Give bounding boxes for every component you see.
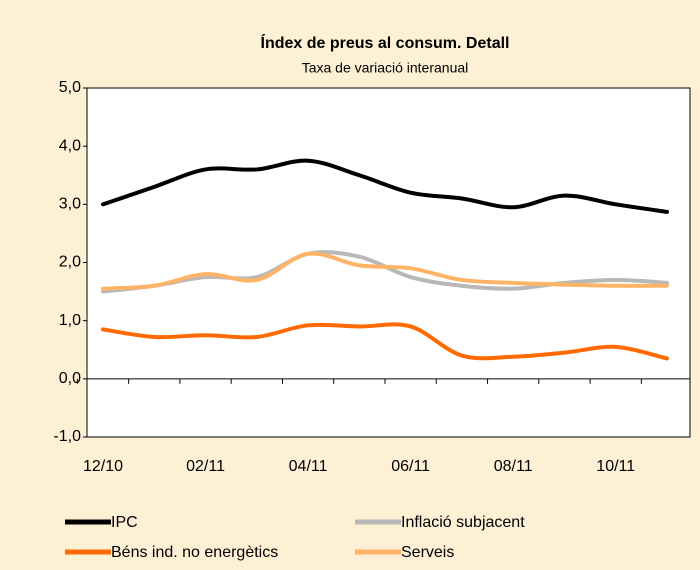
legend-label: Serveis (401, 544, 454, 561)
y-tick-label: 1,0 (59, 312, 81, 329)
x-tick-label: 10/11 (596, 458, 635, 475)
y-tick-label: 0,0 (59, 370, 81, 387)
y-tick-label: 5,0 (59, 79, 81, 96)
y-tick-label: 4,0 (59, 137, 81, 154)
series-line (101, 251, 669, 291)
x-tick-label: 12/10 (83, 458, 123, 475)
plot-area (86, 87, 691, 438)
legend-label: Inflació subjacent (401, 514, 525, 531)
series-line (101, 322, 669, 361)
y-tick-label: -1,0 (53, 428, 81, 445)
y-tick-label: 3,0 (59, 196, 81, 213)
legend-label: Béns ind. no energètics (111, 544, 278, 561)
legend-label: IPC (111, 514, 138, 531)
x-tick-label: 02/11 (186, 458, 225, 475)
chart-title: Índex de preus al consum. Detall (261, 33, 510, 52)
chart-subtitle: Taxa de variació interanual (302, 60, 469, 76)
y-tick-label: 2,0 (59, 254, 81, 271)
x-tick-label: 06/11 (391, 458, 430, 475)
x-tick-label: 08/11 (494, 458, 533, 475)
series-line (101, 158, 669, 214)
x-tick-label: 04/11 (289, 458, 328, 475)
